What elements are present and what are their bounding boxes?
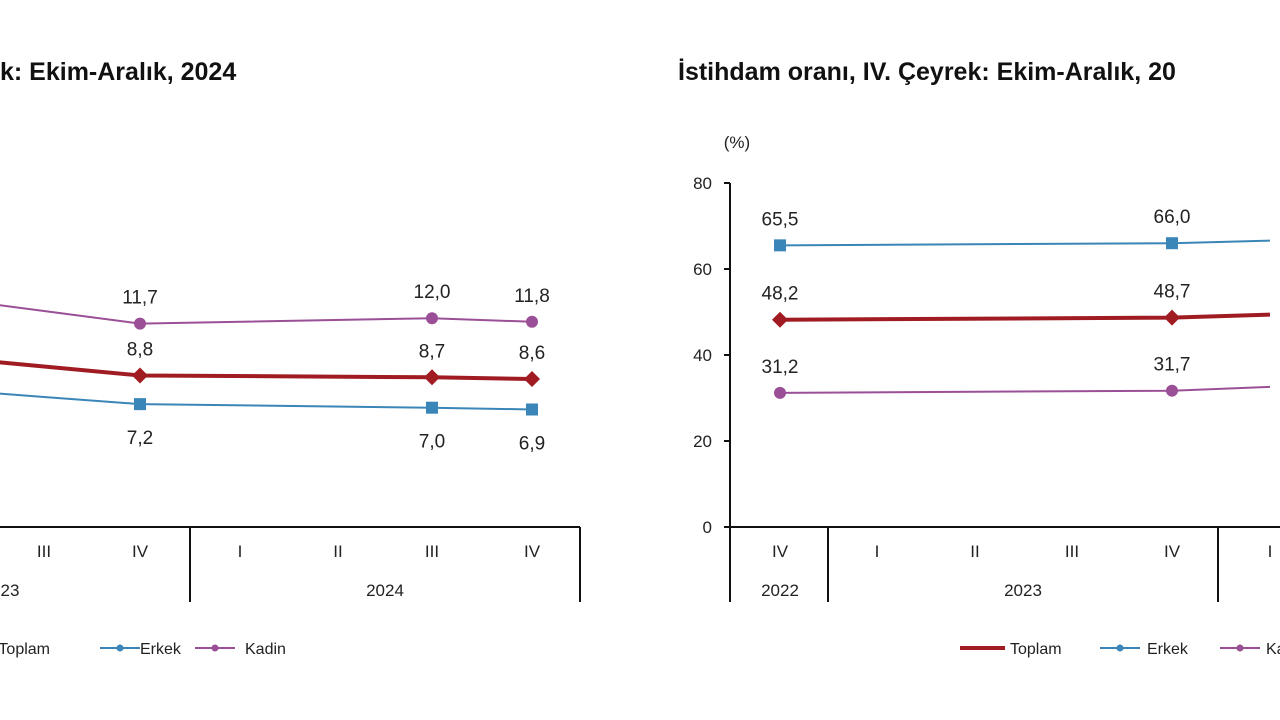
c0-data-label: 7,0 bbox=[419, 432, 445, 453]
c1-data-point-erkek bbox=[1166, 237, 1178, 250]
c0-series-line-toplam bbox=[0, 360, 533, 382]
c1-series-line-erkek bbox=[779, 239, 1271, 247]
c0-data-point-kadin bbox=[134, 317, 146, 330]
c1-data-point-toplam bbox=[1164, 309, 1180, 326]
c1-data-point-kadin bbox=[1166, 384, 1178, 397]
c0-data-label: 11,7 bbox=[122, 288, 158, 309]
c1-legend-marker bbox=[1236, 644, 1244, 652]
c0-data-point-toplam bbox=[424, 369, 440, 386]
c0-data-label: 12,0 bbox=[414, 282, 451, 303]
c1-data-label: 48,7 bbox=[1154, 282, 1191, 303]
c0-legend-marker bbox=[116, 644, 124, 652]
c0-data-label: 11,8 bbox=[514, 286, 550, 307]
left-chart-title: k: Ekim-Aralık, 2024 bbox=[0, 58, 237, 86]
c0-data-label: 8,8 bbox=[127, 339, 153, 360]
c1-y-tick-label: 40 bbox=[693, 346, 712, 365]
c1-legend-label: Kadin bbox=[1266, 641, 1280, 658]
c1-y-tick-label: 20 bbox=[693, 432, 712, 451]
c1-data-point-erkek bbox=[774, 239, 786, 252]
c0-series-line-kadın bbox=[0, 304, 533, 325]
c1-data-point-kadin bbox=[774, 386, 786, 399]
c1-year-label: 2023 bbox=[1004, 581, 1042, 600]
c0-data-point-erkek bbox=[526, 403, 538, 416]
c1-year-label: 2022 bbox=[761, 581, 799, 600]
c1-quarter-label: IV bbox=[772, 542, 789, 561]
c0-data-point-erkek bbox=[134, 398, 146, 411]
c1-quarter-label: II bbox=[970, 542, 979, 561]
c0-quarter-label: IV bbox=[132, 542, 149, 561]
c0-quarter-label: II bbox=[333, 542, 342, 561]
c1-quarter-label: III bbox=[1065, 542, 1079, 561]
c1-data-label: 65,5 bbox=[762, 209, 799, 230]
c0-data-point-kadin bbox=[526, 315, 538, 328]
c0-data-label: 7,2 bbox=[127, 428, 153, 449]
c0-quarter-label: IV bbox=[524, 542, 541, 561]
c1-series-line-toplam bbox=[779, 312, 1271, 322]
c1-data-label: 31,2 bbox=[762, 357, 799, 378]
c0-quarter-label: I bbox=[238, 542, 243, 561]
c1-y-tick-label: 80 bbox=[693, 174, 712, 193]
c0-data-point-toplam bbox=[524, 371, 540, 388]
c0-legend-label: Kadin bbox=[245, 641, 286, 658]
c1-data-label: 48,2 bbox=[762, 284, 799, 305]
c0-data-label: 8,6 bbox=[519, 343, 545, 364]
c0-data-point-kadin bbox=[426, 312, 438, 325]
c0-data-point-toplam bbox=[132, 367, 148, 384]
c1-y-tick-label: 60 bbox=[693, 260, 712, 279]
c1-data-label: 66,0 bbox=[1154, 207, 1191, 228]
c0-data-point-erkek bbox=[426, 401, 438, 414]
c1-series-line-kadın bbox=[779, 385, 1271, 394]
c1-legend-marker bbox=[1116, 644, 1124, 652]
c0-legend-label: Erkek bbox=[140, 641, 182, 658]
c1-quarter-label: I bbox=[875, 542, 880, 561]
c0-quarter-label: III bbox=[37, 542, 51, 561]
c0-data-label: 8,7 bbox=[419, 341, 445, 362]
c0-legend-label: Toplam bbox=[0, 641, 50, 658]
right-chart-title: İstihdam oranı, IV. Çeyrek: Ekim-Aralık,… bbox=[678, 58, 1176, 86]
c1-legend-label: Toplam bbox=[1010, 641, 1062, 658]
c0-series-line-erkek bbox=[0, 392, 533, 411]
c1-data-label: 31,7 bbox=[1154, 355, 1191, 376]
c0-year-label: 23 bbox=[1, 581, 20, 600]
c1-y-tick-label: 0 bbox=[703, 518, 712, 537]
c0-year-label: 2024 bbox=[366, 581, 404, 600]
c1-data-point-toplam bbox=[772, 311, 788, 328]
c0-legend-marker bbox=[211, 644, 219, 652]
c1-quarter-label: I bbox=[1268, 542, 1273, 561]
c1-y-axis-label: (%) bbox=[724, 133, 750, 152]
c1-quarter-label: IV bbox=[1164, 542, 1181, 561]
c1-legend-label: Erkek bbox=[1147, 641, 1189, 658]
c0-quarter-label: III bbox=[425, 542, 439, 561]
c0-data-label: 6,9 bbox=[519, 433, 545, 454]
